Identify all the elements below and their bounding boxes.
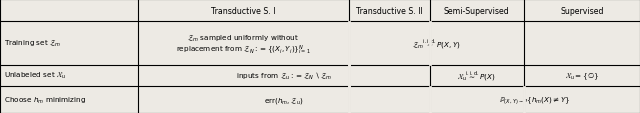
Text: $\mathbb{P}_{(X,Y)\sim P}\{h_m(X) \neq Y\}$: $\mathbb{P}_{(X,Y)\sim P}\{h_m(X) \neq Y… — [499, 94, 571, 105]
Text: replacement from $\mathcal{Z}_N := \{(X_i, Y_i)\}_{i=1}^{N}$: replacement from $\mathcal{Z}_N := \{(X_… — [176, 43, 310, 56]
Text: $\mathcal{Z}_m \overset{\mathrm{i.i.d.}}{\sim} P(X, Y)$: $\mathcal{Z}_m \overset{\mathrm{i.i.d.}}… — [412, 37, 461, 50]
Text: Unlabeled set $\mathcal{X}_u$: Unlabeled set $\mathcal{X}_u$ — [4, 71, 66, 81]
Text: Transductive S. I: Transductive S. I — [211, 7, 275, 15]
Text: Supervised: Supervised — [560, 7, 604, 15]
Text: $\mathcal{X}_u = \{\emptyset\}$: $\mathcal{X}_u = \{\emptyset\}$ — [564, 70, 599, 81]
Text: $\mathrm{err}(h_m, \mathcal{Z}_u)$: $\mathrm{err}(h_m, \mathcal{Z}_u)$ — [264, 95, 304, 105]
Text: $\mathcal{Z}_m$ sampled uniformly without: $\mathcal{Z}_m$ sampled uniformly withou… — [187, 33, 300, 44]
Text: $\mathcal{X}_u \overset{\mathrm{i.i.d.}}{\sim} P(X)$: $\mathcal{X}_u \overset{\mathrm{i.i.d.}}… — [458, 69, 496, 83]
Text: inputs from $\mathcal{Z}_u := \mathcal{Z}_N \setminus \mathcal{Z}_m$: inputs from $\mathcal{Z}_u := \mathcal{Z… — [236, 70, 332, 81]
Text: Training set $\mathcal{Z}_m$: Training set $\mathcal{Z}_m$ — [4, 38, 61, 49]
Text: Choose $h_m$ minimizing: Choose $h_m$ minimizing — [4, 95, 86, 105]
Text: Semi-Supervised: Semi-Supervised — [444, 7, 509, 15]
Text: Transductive S. II: Transductive S. II — [356, 7, 423, 15]
